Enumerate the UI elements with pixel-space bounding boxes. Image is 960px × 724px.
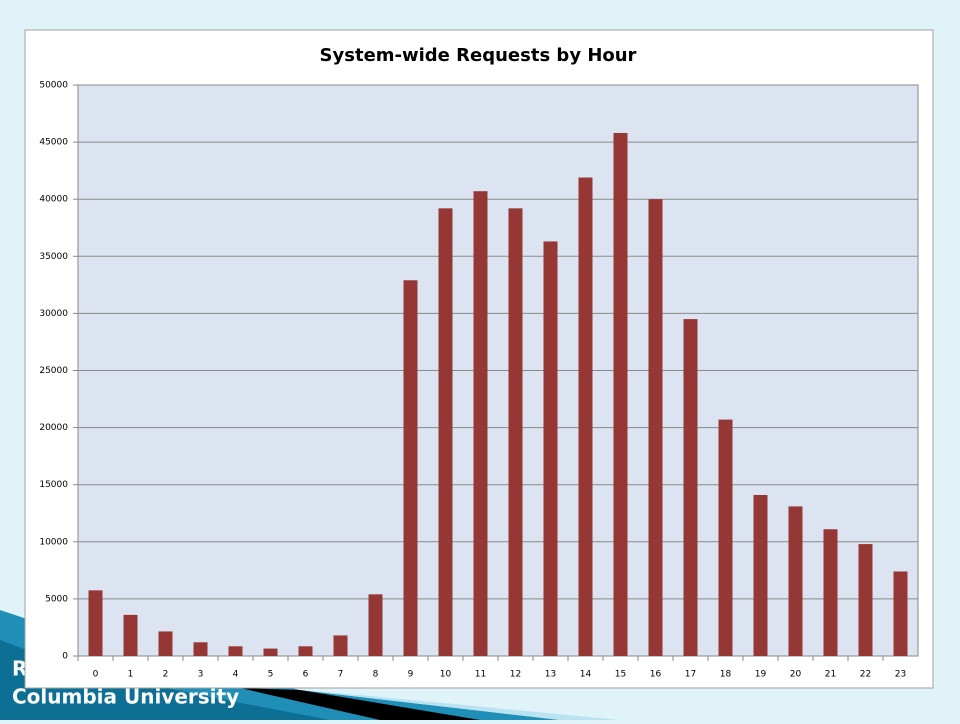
x-tick-label: 1: [128, 670, 134, 680]
y-tick-label: 20000: [39, 423, 68, 433]
plot: 0 5000 10000 15000 20000 25000 30000 35000 40000…: [39, 81, 918, 680]
bar: [473, 191, 488, 656]
bar: [508, 208, 523, 656]
footer-line: R: [12, 657, 27, 681]
y-tick-label: 35000: [39, 252, 68, 262]
x-tick-label: 16: [650, 670, 662, 680]
chart-title: System-wide Requests by Hour: [320, 45, 637, 66]
bar: [263, 648, 278, 656]
bar: [368, 594, 383, 656]
x-tick-label: 23: [895, 670, 906, 680]
bar: [858, 544, 873, 656]
y-tick-label: 5000: [45, 594, 68, 604]
x-tick-label: 10: [440, 670, 452, 680]
bar: [578, 177, 593, 656]
x-tick-label: 5: [268, 670, 274, 680]
x-tick-label: 20: [790, 670, 802, 680]
x-tick-label: 4: [233, 670, 239, 680]
x-tick-label: 17: [685, 670, 696, 680]
y-tick-label: 45000: [39, 138, 68, 148]
x-tick-label: 13: [545, 670, 556, 680]
bar: [333, 635, 348, 656]
bar: [193, 642, 208, 656]
x-tick-label: 9: [408, 670, 414, 680]
bar: [613, 132, 628, 657]
bar: [88, 590, 103, 656]
x-tick-label: 11: [475, 670, 486, 680]
bar: [893, 571, 908, 656]
swoosh: [240, 688, 480, 720]
x-tick-label: 3: [198, 670, 204, 680]
y-tick-label: 15000: [39, 480, 68, 490]
bar: [123, 614, 138, 656]
y-tick-label: 10000: [39, 537, 68, 547]
swoosh: [300, 690, 620, 720]
bar: [683, 319, 698, 656]
x-tick-label: 8: [373, 670, 379, 680]
bar: [158, 631, 173, 656]
bar: [823, 529, 838, 656]
bar: [788, 506, 803, 656]
bar: [228, 646, 243, 656]
x-tick-label: 6: [303, 670, 309, 680]
y-tick-label: 25000: [39, 366, 68, 376]
bar: [648, 199, 663, 656]
x-tick-label: 18: [720, 670, 732, 680]
y-tick-label: 30000: [39, 309, 68, 319]
bar: [438, 208, 453, 656]
y-tick-label: 40000: [39, 195, 68, 205]
y-tick-label: 0: [62, 652, 68, 662]
x-tick-label: 12: [510, 670, 521, 680]
x-tick-label: 15: [615, 670, 626, 680]
bar: [543, 241, 558, 657]
y-tick-label: 50000: [39, 81, 68, 91]
x-tick-label: 21: [825, 670, 836, 680]
x-tick-label: 19: [755, 670, 767, 680]
x-tick-label: 22: [860, 670, 871, 680]
x-tick-label: 2: [163, 670, 169, 680]
x-tick-label: 0: [93, 670, 99, 680]
bar: [298, 646, 313, 656]
x-tick-label: 7: [338, 670, 344, 680]
bar: [403, 280, 418, 656]
bar: [753, 494, 768, 656]
bar: [718, 419, 733, 656]
x-tick-label: 14: [580, 670, 592, 680]
swoosh: [0, 640, 330, 720]
